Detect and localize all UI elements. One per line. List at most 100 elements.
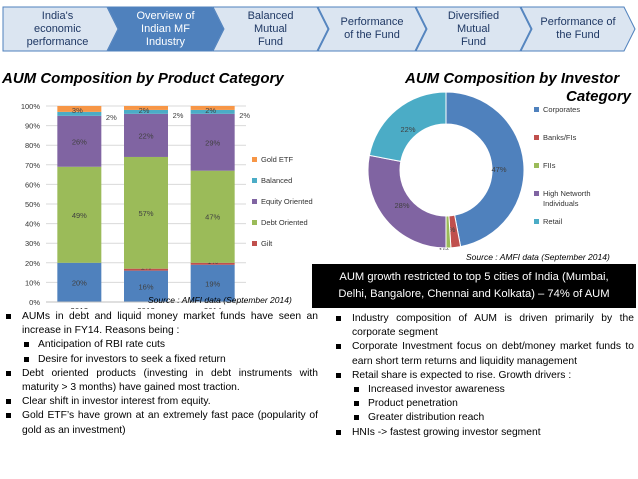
- bar-segment: [190, 262, 235, 265]
- aum-growth-callout: AUM growth restricted to top 5 cities of…: [312, 264, 636, 308]
- bar-segment: [190, 106, 235, 110]
- data-label: 47%: [205, 213, 220, 222]
- nav-step-label-line: Industry: [145, 35, 186, 48]
- nav-step-label: Diversified Mutual Fund: [434, 10, 513, 49]
- nav-chevron-shape: [317, 6, 427, 52]
- legend-swatch: [252, 220, 257, 225]
- y-tick-label: 100%: [21, 102, 41, 111]
- x-tick-label: 2012: [70, 307, 88, 309]
- legend-swatch: [534, 163, 539, 168]
- nav-step[interactable]: Overview of Indian MF Industry: [107, 6, 224, 52]
- bar-segment: [124, 270, 168, 302]
- data-label: 2%: [205, 106, 216, 115]
- nav-step-label: Performance of the Fund: [526, 16, 629, 42]
- y-tick-label: 60%: [25, 180, 40, 189]
- bullet-item: Corporate Investment focus on debt/money…: [334, 340, 634, 368]
- callout-line: AUM growth restricted to top 5 cities of…: [339, 271, 609, 283]
- y-tick-label: 30%: [25, 239, 40, 248]
- nav-step-label-line: Overview of: [136, 9, 195, 22]
- legend-label: High Networth: [543, 189, 591, 198]
- y-tick-label: 20%: [25, 259, 40, 268]
- nav-chevron-shape: [415, 6, 532, 52]
- y-tick-label: 90%: [25, 122, 40, 131]
- nav-step-label-line: Fund: [257, 35, 284, 48]
- nav-step[interactable]: Performance of the Fund: [317, 6, 427, 52]
- y-tick-label: 40%: [25, 220, 40, 229]
- data-label: 2%: [139, 106, 150, 115]
- nav-step[interactable]: Diversified Mutual Fund: [415, 6, 532, 52]
- sub-bullet-item: Desire for investors to seek a fixed ret…: [4, 353, 318, 367]
- bullet-item: AUMs in debt and liquid money market fun…: [4, 310, 318, 338]
- legend-swatch: [534, 191, 539, 196]
- nav-step-label: Performance of the Fund: [327, 16, 418, 42]
- y-tick-label: 10%: [25, 278, 40, 287]
- legend-swatch: [534, 107, 539, 112]
- bar-segment: [190, 264, 235, 302]
- nav-step-label-line: economic: [33, 22, 82, 35]
- nav-chevron-shape: [107, 6, 224, 52]
- bar-segment: [124, 156, 168, 269]
- nav-step-label-line: Indian MF: [141, 22, 190, 35]
- bar-segment: [190, 170, 235, 263]
- legend-label: Balanced: [261, 176, 292, 185]
- bullet-item: Industry composition of AUM is driven pr…: [334, 312, 634, 340]
- legend-swatch: [534, 135, 539, 140]
- nav-step-label-line: India's: [41, 9, 74, 22]
- legend-label: Individuals: [543, 199, 579, 208]
- nav-step-label-line: Balanced: [247, 9, 294, 22]
- legend-swatch: [252, 199, 257, 204]
- donut-slice: [445, 91, 525, 248]
- investor-chart-title-line2: Category: [566, 88, 632, 105]
- nav-step[interactable]: Performance of the Fund: [520, 6, 636, 52]
- legend-label: FIIs: [543, 161, 556, 170]
- right-bullet-list: Industry composition of AUM is driven pr…: [334, 312, 634, 440]
- nav-step[interactable]: Balanced Mutual Fund: [212, 6, 329, 52]
- data-label: 2%: [106, 113, 117, 122]
- sub-bullet-item: Anticipation of RBI rate cuts: [4, 338, 318, 352]
- data-label: 19%: [205, 279, 220, 288]
- data-label: 2%: [239, 111, 250, 120]
- y-tick-label: 80%: [25, 141, 40, 150]
- nav-step-label-line: performance: [26, 35, 89, 48]
- bar-segment: [124, 106, 168, 110]
- sub-bullet-item: Product penetration: [334, 397, 634, 411]
- legend-swatch: [534, 219, 539, 224]
- sub-bullet-item: Greater distribution reach: [334, 411, 634, 425]
- investor-chart-source: Source : AMFI data (September 2014): [466, 252, 610, 262]
- data-label: 2%: [173, 111, 184, 120]
- data-label: 22%: [138, 131, 153, 140]
- y-tick-label: 0%: [29, 298, 40, 307]
- bar-segment: [57, 262, 102, 302]
- left-bullet-list: AUMs in debt and liquid money market fun…: [4, 310, 318, 438]
- legend-label: Corporates: [543, 105, 580, 114]
- data-label: 20%: [72, 278, 87, 287]
- bullet-item: Gold ETF’s have grown at an extremely fa…: [4, 409, 318, 437]
- nav-step-label: Balanced Mutual Fund: [234, 10, 308, 49]
- x-tick-label: 2013: [137, 307, 155, 309]
- data-label: 29%: [205, 138, 220, 147]
- nav-step-label-line: Diversified: [447, 9, 500, 22]
- legend-label: Gilt: [261, 239, 273, 248]
- bar-segment: [57, 111, 102, 116]
- legend-label: Banks/FIs: [543, 133, 577, 142]
- nav-step-label-line: of the Fund: [344, 29, 400, 41]
- data-label: 3%: [72, 106, 83, 115]
- product-chart-source: Source : AMFI data (September 2014): [148, 295, 292, 305]
- product-chart-title: AUM Composition by Product Category: [2, 70, 284, 87]
- legend-swatch: [252, 157, 257, 162]
- bar-segment: [124, 109, 168, 114]
- data-label: 49%: [72, 211, 87, 220]
- y-tick-label: 50%: [25, 200, 40, 209]
- sub-bullet-item: Increased investor awareness: [334, 383, 634, 397]
- nav-step[interactable]: India's economic performance: [2, 6, 119, 52]
- legend-label: Equity Oriented: [261, 197, 313, 206]
- bar-segment: [57, 166, 102, 263]
- nav-step-label-line: Mutual: [253, 22, 288, 35]
- nav-chevron-shape: [520, 6, 636, 52]
- legend-label: Debt Oriented: [261, 218, 308, 227]
- bar-segment: [57, 106, 102, 112]
- donut-slice: [368, 91, 447, 162]
- x-tick-label: 2014: [204, 307, 222, 309]
- legend-label: Gold ETF: [261, 155, 294, 164]
- investor-chart-title-line1: AUM Composition by Investor: [405, 70, 620, 87]
